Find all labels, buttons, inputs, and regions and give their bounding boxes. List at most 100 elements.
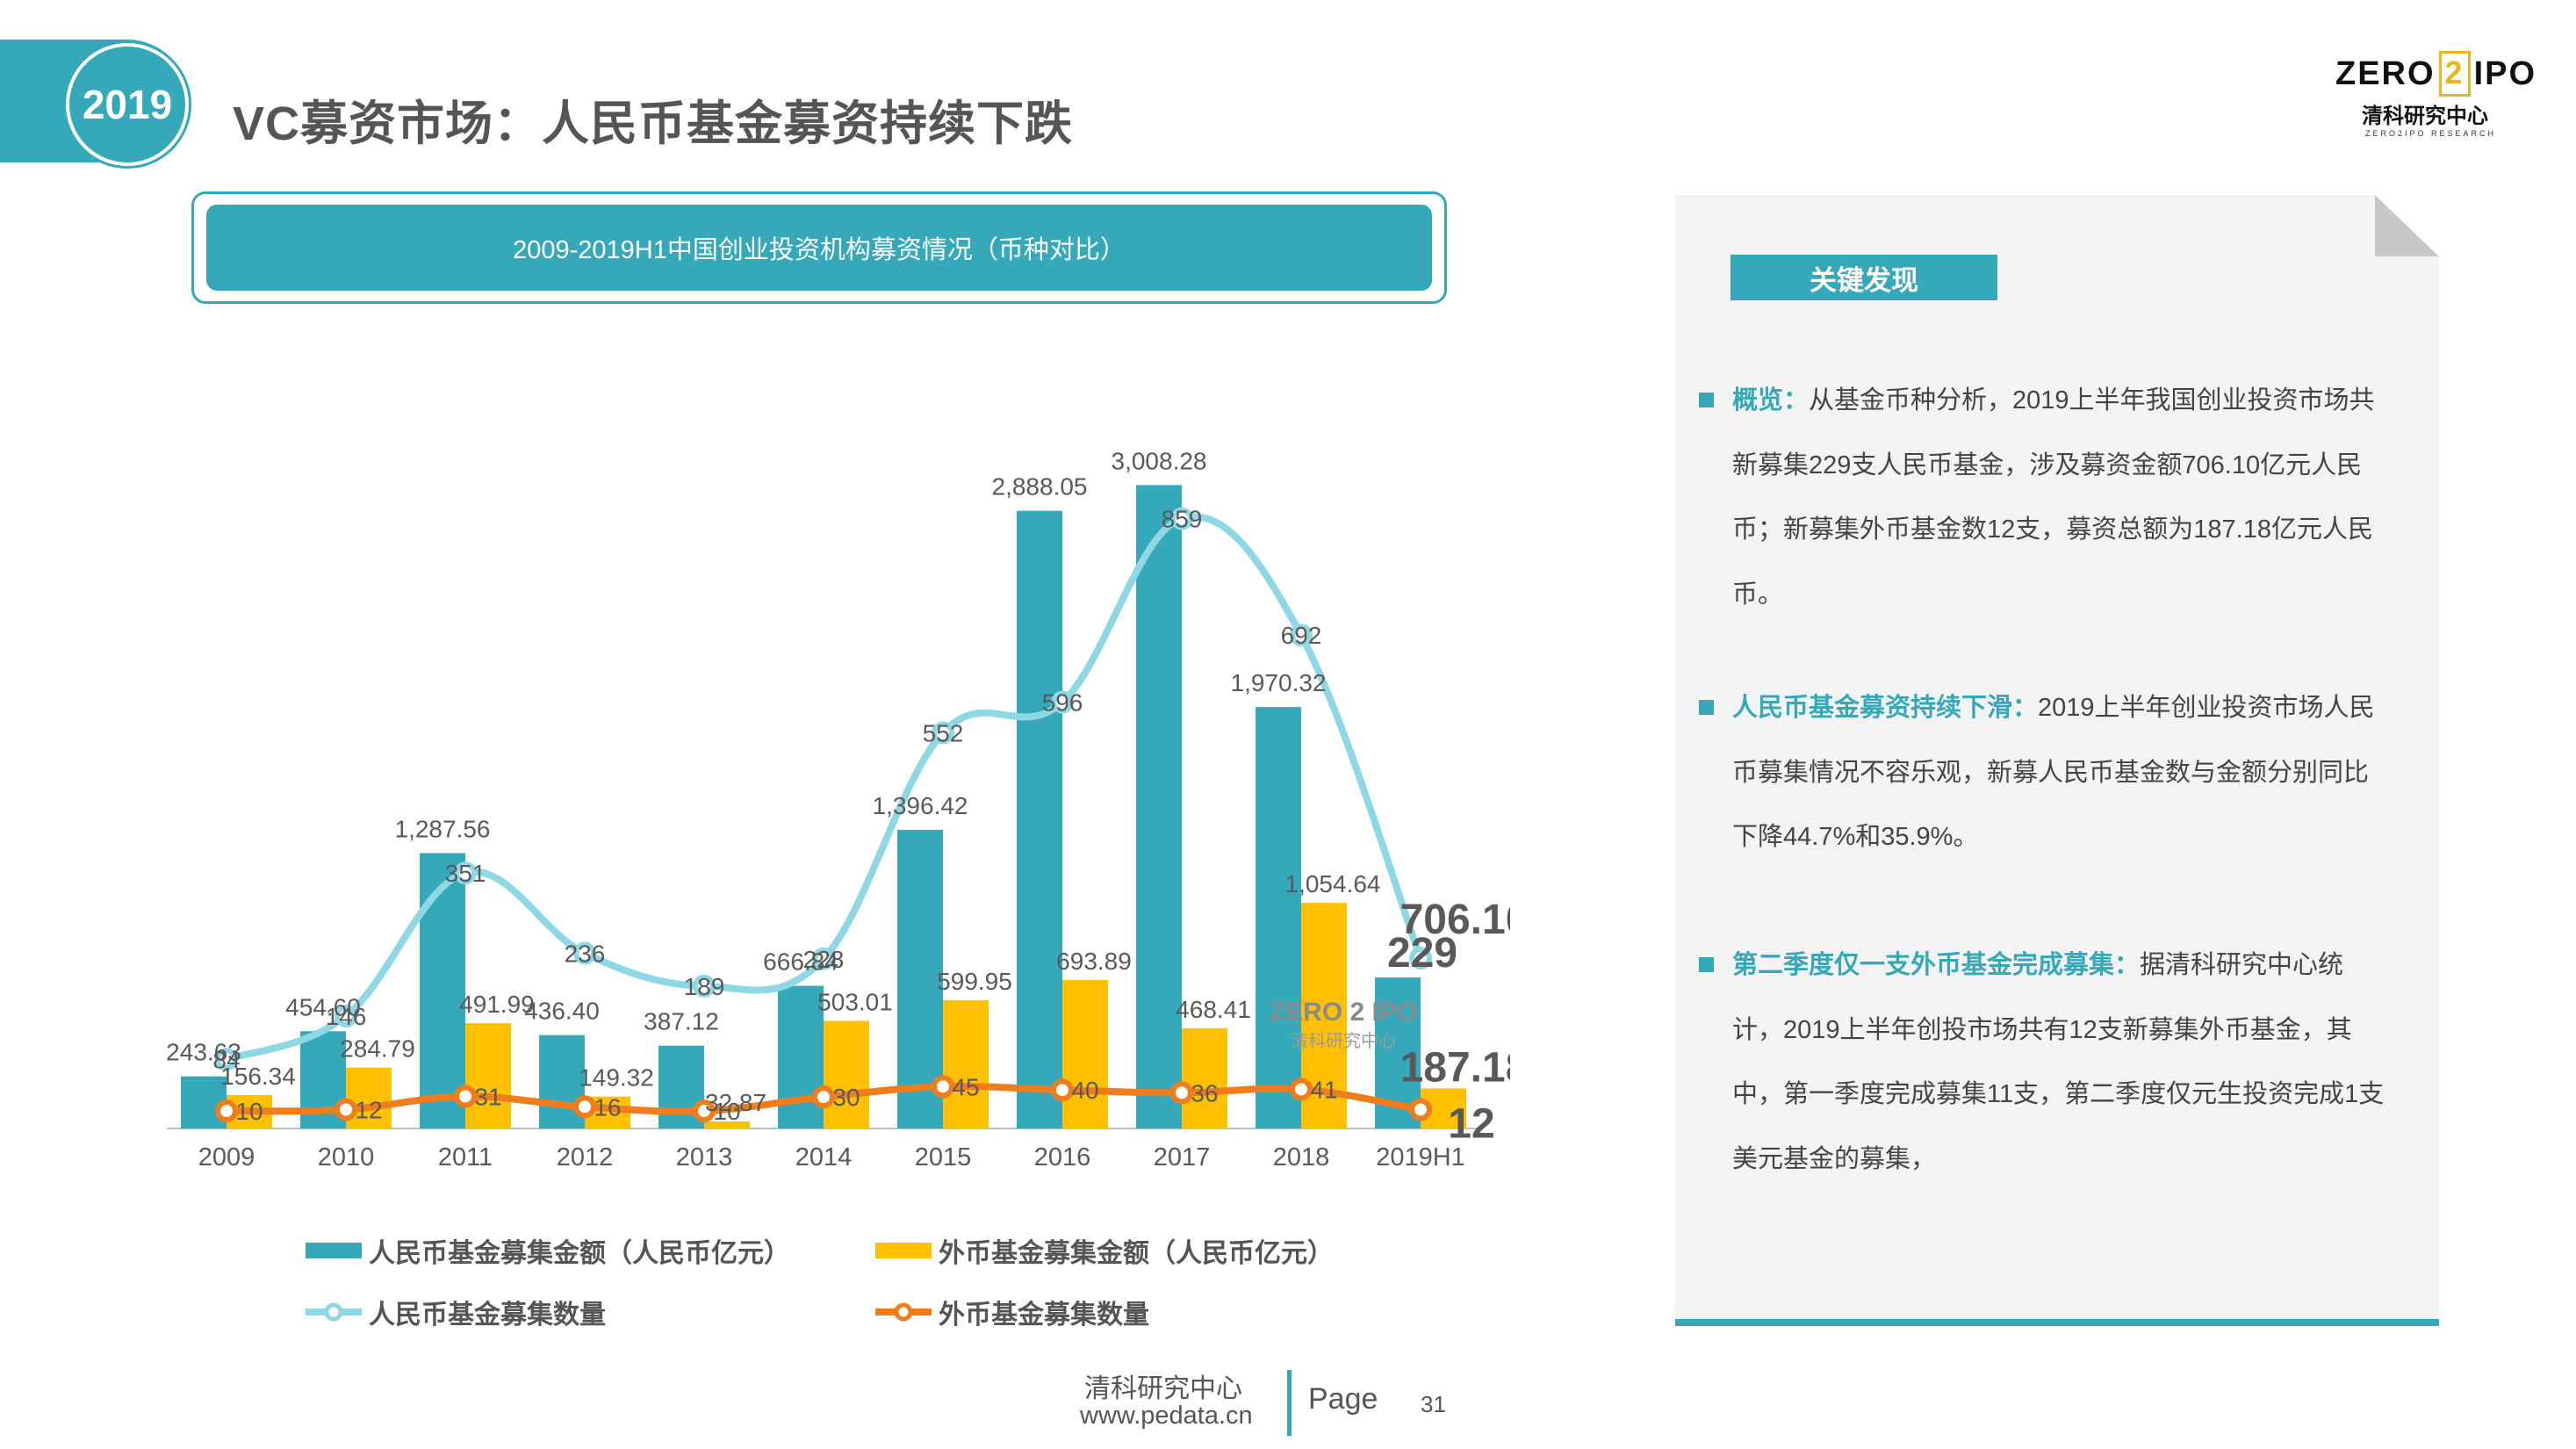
fx-count-point xyxy=(215,1099,238,1123)
data-label-fx-count-emph: 12 xyxy=(1448,1100,1494,1147)
legend-fx-amount: 外币基金募集金额（人民币亿元） xyxy=(875,1231,1334,1270)
fx-count-point xyxy=(1290,1078,1313,1101)
x-tick-label: 2011 xyxy=(438,1143,493,1171)
data-label-rmb-count: 859 xyxy=(1162,506,1203,533)
data-label-fx-amount-emph: 187.18 xyxy=(1400,1044,1510,1091)
data-label-fx-amount: 693.89 xyxy=(1056,948,1132,975)
data-label-fx-amount: 284.79 xyxy=(340,1035,415,1063)
fx-count-point xyxy=(1409,1098,1432,1121)
data-label-rmb-count: 351 xyxy=(445,860,486,887)
footer-page-number: 31 xyxy=(1421,1391,1446,1417)
rmb-count-point xyxy=(1290,624,1313,647)
finding-overview-head: 概览： xyxy=(1732,386,1810,415)
data-label-rmb-amount: 2,888.05 xyxy=(992,473,1088,501)
bar-fx-amount xyxy=(943,999,989,1128)
data-label-rmb-count: 228 xyxy=(803,946,845,973)
bullet-icon xyxy=(1699,957,1714,972)
data-label-fx-count: 10 xyxy=(713,1098,740,1125)
bar-rmb-amount xyxy=(1017,510,1062,1128)
rmb-count-point xyxy=(1170,507,1193,530)
bar-fx-amount xyxy=(346,1067,392,1128)
chart-title: 2009-2019H1中国创业投资机构募资情况（币种对比） xyxy=(206,205,1432,291)
legend-swatch-rmb-count xyxy=(306,1302,362,1322)
data-label-rmb-amount: 1,396.42 xyxy=(873,792,968,819)
fx-count-point xyxy=(693,1099,716,1123)
legend-fx-count: 外币基金募集数量 xyxy=(875,1293,1149,1331)
x-tick-label: 2019H1 xyxy=(1376,1143,1465,1171)
logo-text-right: IPO xyxy=(2473,54,2537,92)
data-label-fx-count: 40 xyxy=(1071,1077,1098,1104)
data-label-rmb-amount: 1,287.56 xyxy=(395,815,491,842)
finding-fx-q2-head: 第二季度仅一支外币基金完成募集： xyxy=(1732,951,2141,979)
bar-rmb-amount xyxy=(181,1076,227,1128)
finding-rmb-decline-head: 人民币基金募资持续下滑： xyxy=(1732,694,2039,722)
rmb-count-point xyxy=(693,974,716,998)
rmb-count-point xyxy=(1051,690,1074,714)
data-label-rmb-amount: 243.63 xyxy=(166,1039,241,1066)
data-label-rmb-count: 84 xyxy=(212,1046,240,1073)
data-label-rmb-count: 692 xyxy=(1281,622,1322,649)
zero2ipo-logo: ZERO 2 IPO 清科研究中心 ZERO2IPO RESEARCH xyxy=(2335,51,2537,139)
rmb-count-line xyxy=(225,513,1424,1063)
data-label-rmb-count: 146 xyxy=(326,1003,367,1030)
x-tick-label: 2017 xyxy=(1154,1143,1211,1171)
finding-overview: 概览：从基金币种分析，2019上半年我国创业投资市场共新募集229支人民币基金，… xyxy=(1699,369,2393,627)
footer-org: 清科研究中心 xyxy=(1084,1374,1242,1403)
logo-subtitle: 清科研究中心 xyxy=(2362,105,2488,128)
fx-count-point xyxy=(573,1095,596,1119)
rmb-count-point xyxy=(812,947,835,970)
data-label-fx-count: 16 xyxy=(594,1093,621,1121)
fx-count-point xyxy=(1051,1078,1074,1102)
data-label-rmb-count: 552 xyxy=(923,719,964,746)
chart-title-frame: 2009-2019H1中国创业投资机构募资情况（币种对比） xyxy=(191,191,1447,304)
data-label-fx-count: 41 xyxy=(1310,1076,1337,1103)
x-tick-label: 2018 xyxy=(1273,1143,1330,1171)
legend-label-fx-count: 外币基金募集数量 xyxy=(939,1301,1149,1330)
data-label-fx-amount: 503.01 xyxy=(817,988,893,1015)
bar-fx-amount xyxy=(465,1023,511,1128)
data-label-rmb-amount: 454.60 xyxy=(285,993,361,1020)
logo-box: 2 xyxy=(2438,51,2471,97)
fx-count-point xyxy=(1170,1081,1193,1105)
legend-swatch-fx-count xyxy=(875,1302,932,1322)
footer-divider xyxy=(1287,1370,1292,1436)
legend-label-rmb-amount: 人民币基金募集金额（人民币亿元） xyxy=(369,1239,790,1268)
data-label-rmb-count: 189 xyxy=(684,973,725,1000)
chart-watermark-sub: 清科研究中心 xyxy=(1291,1031,1396,1051)
rmb-count-point xyxy=(335,1005,357,1028)
data-label-fx-count: 10 xyxy=(235,1098,263,1125)
data-label-rmb-amount: 3,008.28 xyxy=(1112,447,1207,474)
x-tick-label: 2009 xyxy=(198,1143,255,1171)
bar-fx-amount xyxy=(1182,1027,1227,1128)
bar-fx-amount xyxy=(1062,980,1108,1128)
data-label-fx-amount: 32.87 xyxy=(705,1089,766,1116)
data-label-rmb-amount: 436.40 xyxy=(524,998,600,1025)
x-tick-label: 2013 xyxy=(676,1143,733,1171)
finding-rmb-decline: 人民币基金募资持续下滑：2019上半年创业投资市场人民币募集情况不容乐观，新募人… xyxy=(1699,676,2393,870)
data-label-rmb-amount-emph: 706.10 xyxy=(1400,897,1510,943)
finding-fx-q2: 第二季度仅一支外币基金完成募集：据清科研究中心统计，2019上半年创投市场共有1… xyxy=(1699,934,2393,1192)
data-label-rmb-amount: 666.84 xyxy=(763,948,838,976)
data-label-rmb-amount: 387.12 xyxy=(644,1008,719,1035)
page-fold-corner xyxy=(2375,195,2439,256)
x-tick-label: 2010 xyxy=(318,1143,375,1171)
rmb-count-point xyxy=(454,861,477,885)
finding-overview-body: 从基金币种分析，2019上半年我国创业投资市场共新募集229支人民币基金，涉及募… xyxy=(1732,386,2375,609)
legend-label-rmb-count: 人民币基金募集数量 xyxy=(369,1301,606,1330)
data-label-rmb-count: 236 xyxy=(565,941,606,968)
year-badge: 2019 xyxy=(66,43,189,166)
legend-rmb-amount: 人民币基金募集金额（人民币亿元） xyxy=(306,1231,790,1270)
bar-rmb-amount xyxy=(1136,485,1182,1128)
legend-swatch-fx-amount xyxy=(875,1243,932,1258)
fundraising-chart: 2009 2010 2011 2012 2013 2014 2015 2016 2017 2018… xyxy=(166,447,1510,1171)
bullet-icon xyxy=(1699,393,1714,407)
bar-fx-amount xyxy=(824,1020,869,1128)
page-title: VC募资市场：人民币基金募资持续下跌 xyxy=(233,97,1074,150)
footer-url[interactable]: www.pedata.cn xyxy=(1080,1402,1253,1430)
data-label-rmb-count-emph: 229 xyxy=(1387,930,1457,977)
panel-bottom-bar xyxy=(1675,1319,2439,1326)
rmb-count-point xyxy=(932,721,954,745)
logo-small-text: ZERO2IPO RESEARCH xyxy=(2365,129,2497,138)
data-label-fx-count: 30 xyxy=(832,1084,860,1111)
legend-label-fx-amount: 外币基金募集金额（人民币亿元） xyxy=(939,1239,1334,1268)
